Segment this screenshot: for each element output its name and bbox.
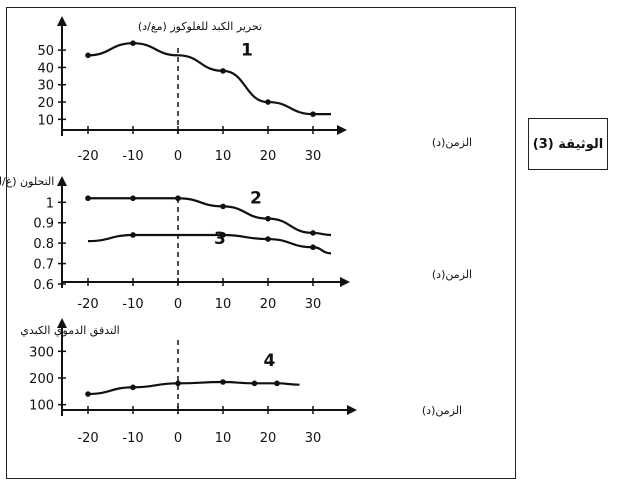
series-number-label: 2 xyxy=(250,188,262,208)
y-tick-label: 100 xyxy=(29,399,54,414)
x-axis-label: الزمن(د) xyxy=(432,268,472,281)
x-tick-label: -10 xyxy=(122,431,143,446)
y-axis-arrow xyxy=(57,176,67,186)
y-tick-label: 300 xyxy=(29,345,54,360)
series-line-1 xyxy=(87,42,331,116)
series-line-3 xyxy=(87,233,332,255)
data-point xyxy=(310,230,316,236)
data-point xyxy=(175,380,181,387)
x-tick-label: -10 xyxy=(122,297,143,312)
data-point xyxy=(220,232,226,238)
x-tick-label: 20 xyxy=(260,297,277,312)
y-tick-label: 50 xyxy=(37,44,54,59)
y-tick-label: 0.6 xyxy=(33,278,54,293)
data-point xyxy=(265,99,271,105)
y-tick-label: 0.7 xyxy=(33,258,54,273)
x-tick-label: 0 xyxy=(174,431,182,446)
data-point xyxy=(265,215,271,222)
x-axis-label: الزمن(د) xyxy=(432,136,472,149)
chart-1: 10 20 30 40 50 -20 -10 0 10 20 30 تحرير الكبد للغلو… xyxy=(37,16,472,164)
y-tick-label: 20 xyxy=(37,96,54,111)
data-point xyxy=(251,380,258,387)
y-axis-label: التدفق الدموي الكبدي xyxy=(20,324,119,338)
y-tick-label: 200 xyxy=(29,372,54,387)
series-line-4 xyxy=(87,380,300,396)
y-tick-label: 0.8 xyxy=(33,237,54,252)
data-point xyxy=(130,195,136,202)
y-tick-label: 30 xyxy=(37,79,54,94)
y-axis-label: تحرير الكبد للغلوكوز (مغ/د) xyxy=(138,20,262,33)
data-point xyxy=(85,195,91,202)
y-tick-label: 1 xyxy=(46,196,54,211)
x-tick-label: -20 xyxy=(77,297,98,312)
data-point xyxy=(220,379,226,385)
series-number-label: 4 xyxy=(264,351,276,371)
data-point xyxy=(130,40,136,46)
x-tick-label: 20 xyxy=(260,431,277,446)
data-point xyxy=(85,391,91,397)
chart-2: 0.6 0.7 0.8 0.9 1 -20 -10 0 10 20 30 التحلون (غ/ل) ا… xyxy=(0,175,472,312)
data-point xyxy=(274,380,280,387)
x-tick-label: 10 xyxy=(215,431,232,446)
document-label: الوثيقة (3) xyxy=(528,118,608,170)
data-point xyxy=(310,244,316,251)
data-point xyxy=(310,111,316,117)
data-point xyxy=(85,52,91,59)
x-tick-label: -20 xyxy=(77,431,98,446)
y-tick-label: 40 xyxy=(37,61,54,76)
chart-3: 100 200 300 -20 -10 0 10 20 30 التدفق الدموي الكب… xyxy=(20,318,462,446)
data-point xyxy=(220,203,226,210)
x-axis-arrow xyxy=(347,405,357,415)
figure-frame xyxy=(6,7,516,479)
x-axis-arrow xyxy=(337,125,347,135)
y-axis-arrow xyxy=(57,16,67,26)
x-tick-label: 0 xyxy=(174,297,182,312)
x-tick-label: 30 xyxy=(305,149,322,164)
data-point xyxy=(220,68,226,74)
x-tick-label: -20 xyxy=(77,149,98,164)
data-point xyxy=(265,236,271,242)
x-axis-label: الزمن(د) xyxy=(422,404,462,417)
x-tick-label: 10 xyxy=(215,149,232,164)
x-tick-label: 0 xyxy=(174,149,182,164)
x-tick-label: 10 xyxy=(215,297,232,312)
x-tick-label: -10 xyxy=(122,149,143,164)
series-number-label: 3 xyxy=(214,229,226,249)
x-tick-label: 20 xyxy=(260,149,277,164)
data-point xyxy=(175,195,181,202)
data-point xyxy=(130,384,136,391)
x-axis-arrow xyxy=(340,277,350,287)
data-point xyxy=(130,232,136,238)
y-axis-label: التحلون (غ/ل) xyxy=(0,175,54,188)
x-tick-label: 30 xyxy=(305,431,322,446)
x-tick-label: 30 xyxy=(305,297,322,312)
y-tick-label: 0.9 xyxy=(33,217,54,232)
series-number-label: 1 xyxy=(241,40,253,60)
y-axis-arrow xyxy=(57,318,67,328)
series-line-2 xyxy=(87,197,332,237)
y-tick-label: 10 xyxy=(37,113,54,128)
